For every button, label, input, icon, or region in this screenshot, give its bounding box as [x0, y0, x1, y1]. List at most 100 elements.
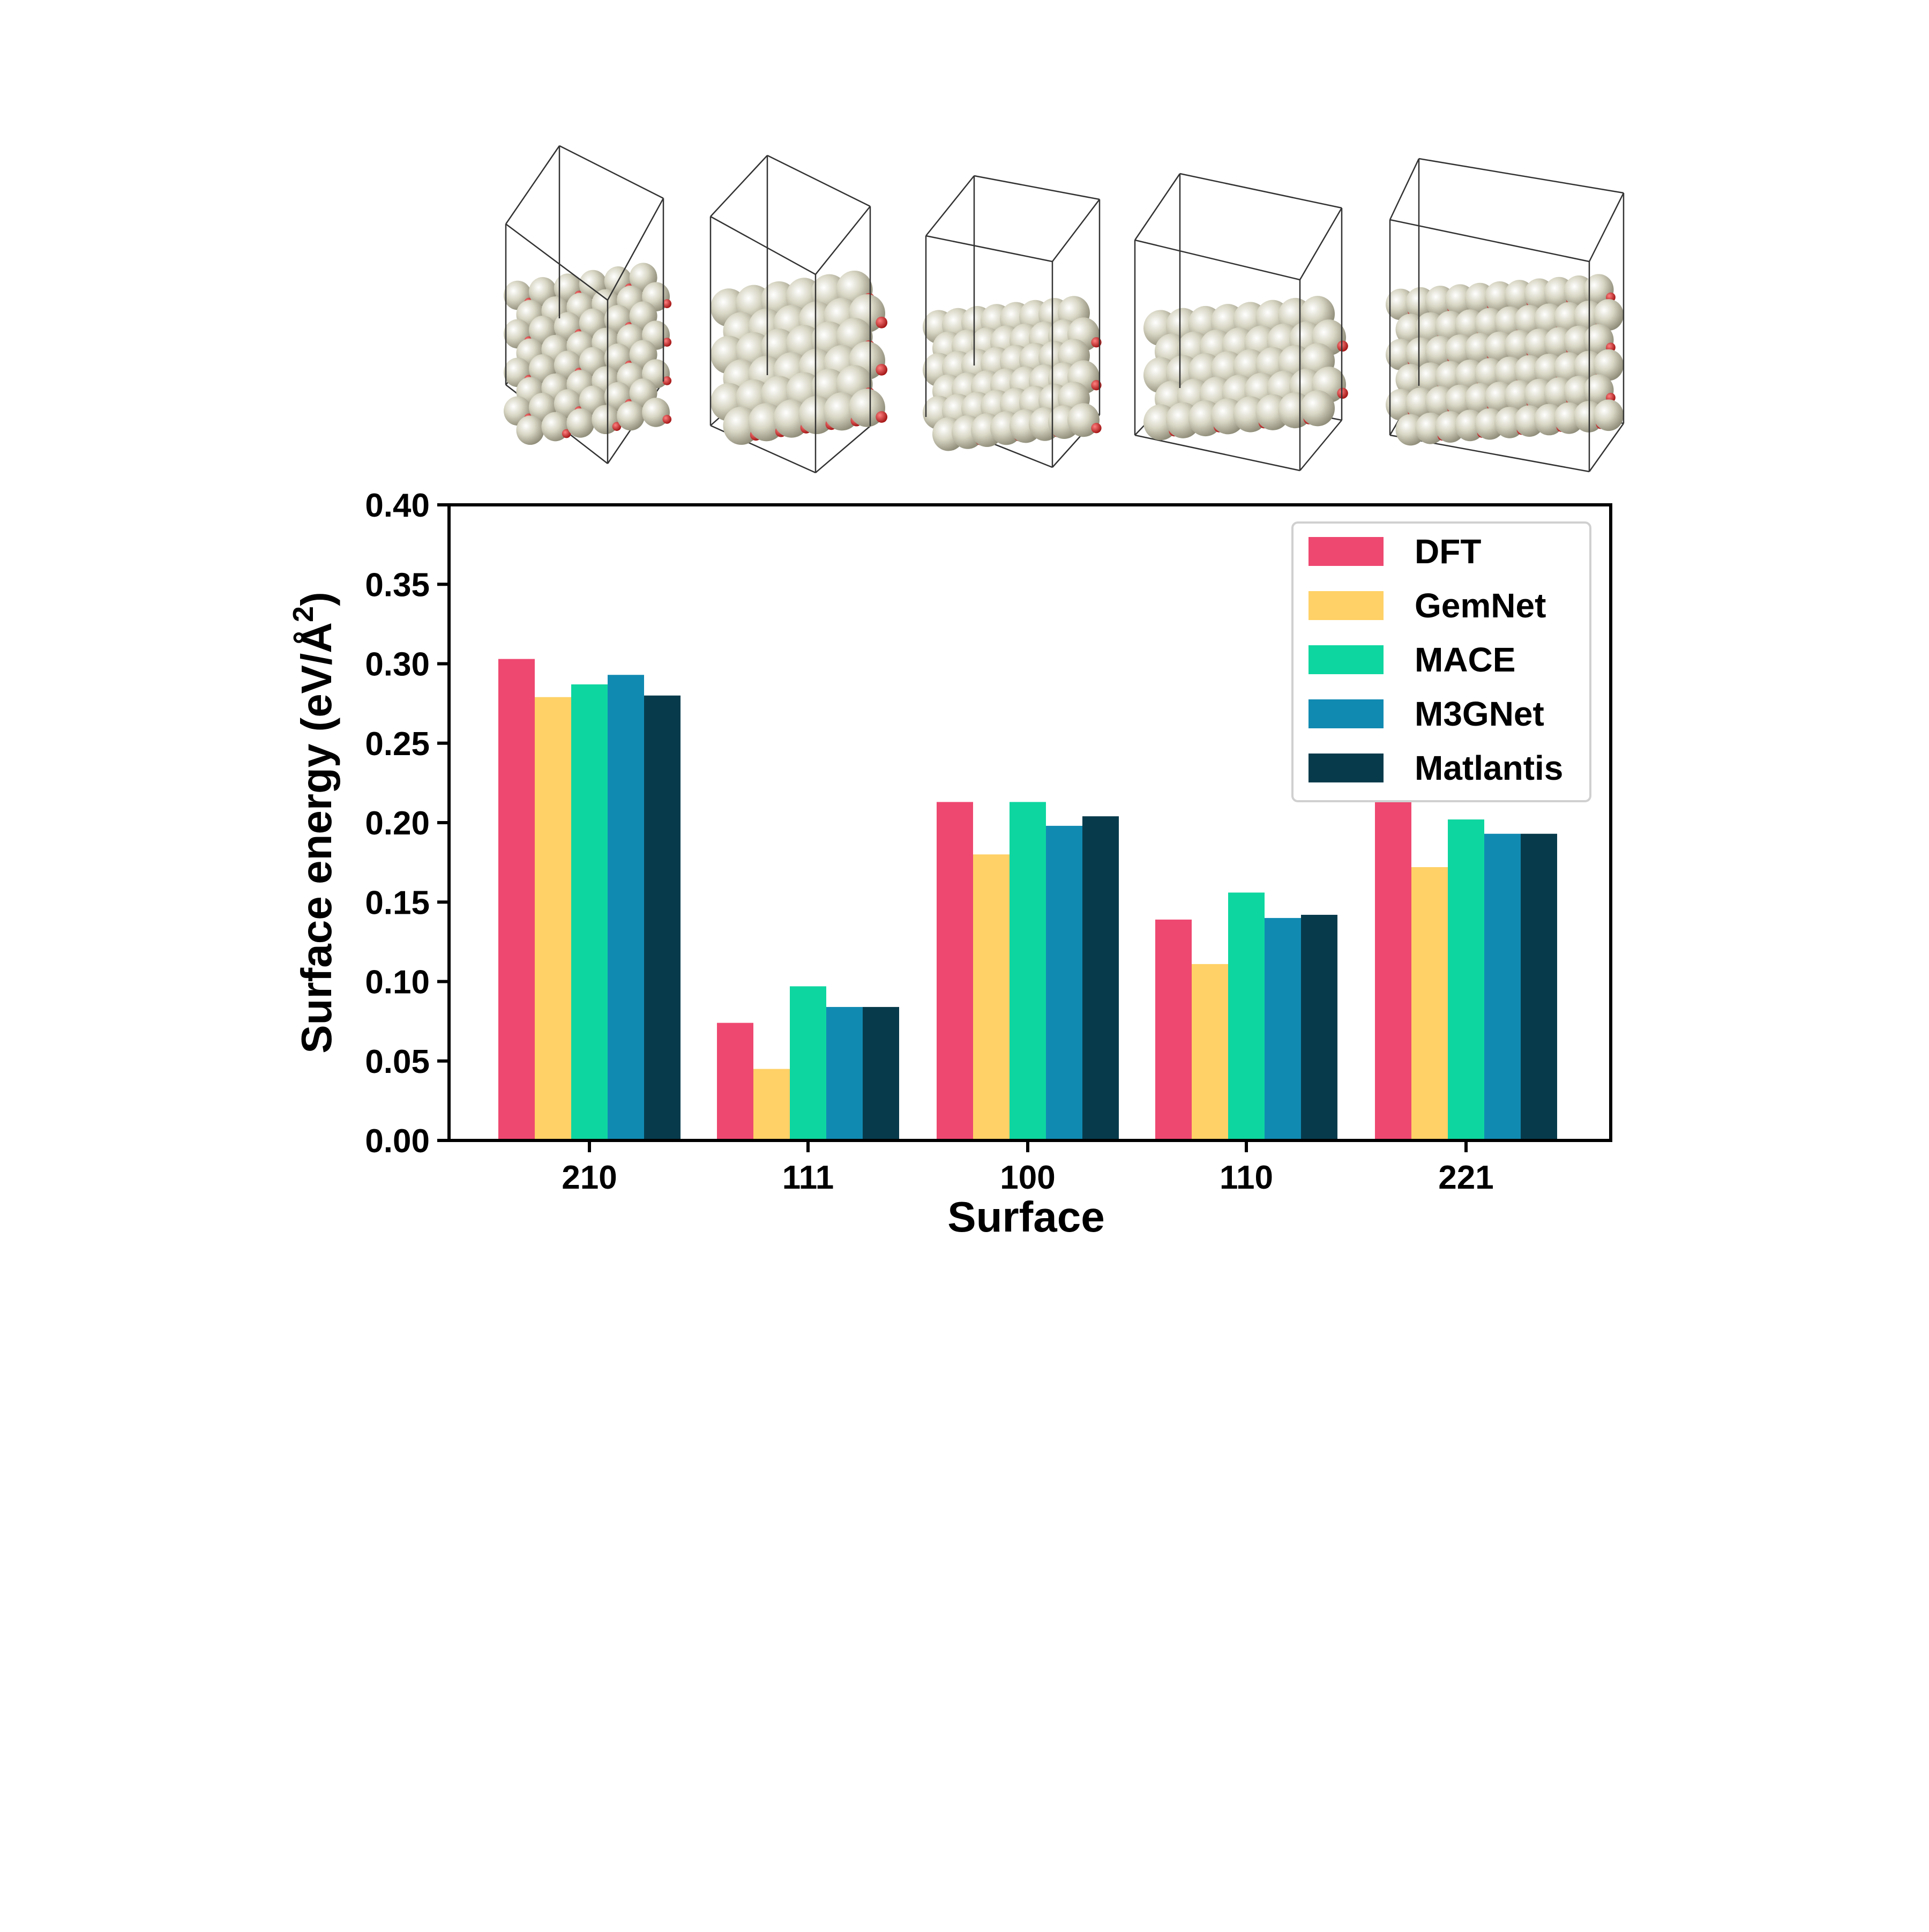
y-tick-label: 0.35 — [365, 566, 430, 603]
cell-edge — [505, 145, 560, 225]
x-tick-label-111: 111 — [782, 1159, 834, 1196]
structure-221 — [1386, 158, 1625, 473]
y-tick-label: 0.15 — [365, 884, 430, 921]
x-tick-label-100: 100 — [1000, 1159, 1055, 1196]
cell-edge — [1389, 219, 1590, 263]
bar-dft-110 — [1155, 919, 1192, 1140]
cell-edge — [767, 154, 871, 207]
cell-edge — [1299, 420, 1342, 471]
bar-matlantis-210 — [644, 695, 681, 1140]
metal-atom — [1594, 299, 1624, 331]
cell-edge — [1179, 173, 1342, 209]
oxygen-atom — [876, 411, 888, 423]
bar-dft-111 — [717, 1023, 753, 1140]
bar-gemnet-221 — [1411, 867, 1448, 1140]
cell-edge — [1134, 239, 1300, 281]
cell-edge — [1299, 207, 1343, 280]
legend-swatch-gemnet — [1309, 591, 1384, 620]
legend-label-dft: DFT — [1415, 532, 1481, 571]
bar-gemnet-210 — [535, 697, 571, 1140]
oxygen-atom — [662, 299, 672, 308]
bar-dft-210 — [498, 659, 535, 1140]
cell-edge — [815, 206, 871, 275]
structure-110 — [1134, 173, 1348, 472]
bar-matlantis-100 — [1082, 816, 1119, 1140]
bar-gemnet-111 — [753, 1069, 790, 1140]
y-tick-label: 0.30 — [365, 646, 430, 683]
bar-gemnet-100 — [973, 854, 1010, 1140]
oxygen-atom — [1091, 423, 1102, 434]
cell-edge — [925, 235, 1053, 263]
cell-edge — [559, 145, 664, 199]
bar-dft-221 — [1375, 784, 1411, 1140]
metal-atom — [566, 408, 595, 438]
y-tick-label: 0.40 — [365, 487, 430, 524]
metal-atom — [1594, 399, 1624, 431]
bar-matlantis-110 — [1301, 914, 1337, 1140]
bar-m3gnet-111 — [826, 1006, 863, 1140]
y-tick-label: 0.25 — [365, 726, 430, 763]
cell-edge — [710, 155, 768, 217]
y-tick-label: 0.00 — [365, 1123, 430, 1160]
y-tick-label: 0.20 — [365, 805, 430, 842]
cell-edge — [1588, 423, 1625, 472]
legend-swatch-matlantis — [1309, 754, 1384, 782]
legend-swatch-dft — [1309, 537, 1384, 566]
structure-100 — [923, 175, 1102, 468]
legend-label-m3gnet: M3GNet — [1415, 695, 1544, 733]
legend-swatch-mace — [1309, 645, 1384, 674]
cell-edge — [1588, 192, 1625, 262]
bar-m3gnet-221 — [1484, 833, 1521, 1140]
bar-m3gnet-100 — [1046, 825, 1082, 1140]
bar-mace-221 — [1448, 819, 1484, 1140]
oxygen-atom — [662, 338, 672, 347]
y-tick-label: 0.05 — [365, 1043, 430, 1080]
legend-swatch-m3gnet — [1309, 699, 1384, 728]
cell-edge — [1418, 158, 1624, 194]
metal-atom — [1594, 349, 1624, 381]
metal-atom — [1300, 390, 1335, 427]
bars-group — [498, 659, 1557, 1140]
oxygen-atom — [662, 415, 672, 424]
cell-edge — [505, 223, 608, 301]
y-axis: 0.00 0.05 0.10 0.15 0.20 0.25 0.30 0.35 0.40 — [365, 487, 449, 1160]
x-tick-label-221: 221 — [1438, 1159, 1493, 1196]
cell-edge — [925, 175, 975, 236]
bar-mace-100 — [1010, 802, 1046, 1140]
crystal-structures — [504, 145, 1625, 474]
oxygen-atom — [1337, 387, 1348, 399]
bar-matlantis-111 — [863, 1006, 899, 1140]
bar-m3gnet-210 — [608, 675, 644, 1140]
bar-mace-110 — [1228, 892, 1265, 1140]
bar-dft-100 — [937, 802, 973, 1140]
structure-111 — [709, 154, 888, 474]
oxygen-atom — [876, 363, 888, 376]
structure-210 — [504, 145, 672, 464]
cell-edge — [1389, 158, 1420, 220]
y-tick-label: 0.10 — [365, 964, 430, 1001]
legend-label-mace: MACE — [1415, 640, 1515, 679]
bar-m3gnet-110 — [1265, 917, 1301, 1140]
cell-edge — [607, 198, 664, 301]
bar-mace-210 — [571, 684, 608, 1140]
oxygen-atom — [876, 316, 888, 329]
cell-edge — [974, 175, 1100, 200]
cell-edge — [1134, 173, 1181, 241]
bar-gemnet-110 — [1192, 964, 1228, 1140]
legend-label-gemnet: GemNet — [1415, 586, 1546, 625]
plot-area: 0.00 0.05 0.10 0.15 0.20 0.25 0.30 0.35 0.40 210… — [287, 487, 1612, 1241]
oxygen-atom — [662, 376, 672, 385]
bar-mace-111 — [790, 986, 826, 1140]
bar-matlantis-221 — [1521, 833, 1557, 1140]
cell-edge — [815, 426, 871, 473]
metal-atom — [617, 401, 645, 431]
oxygen-atom — [562, 429, 571, 438]
x-axis: 210 111 100 110 221 — [562, 1140, 1494, 1196]
metal-atom — [516, 415, 544, 445]
cell-edge — [710, 215, 816, 275]
legend-label-matlantis: Matlantis — [1415, 749, 1563, 787]
x-tick-label-110: 110 — [1220, 1159, 1273, 1196]
x-axis-label: Surface — [947, 1193, 1104, 1241]
